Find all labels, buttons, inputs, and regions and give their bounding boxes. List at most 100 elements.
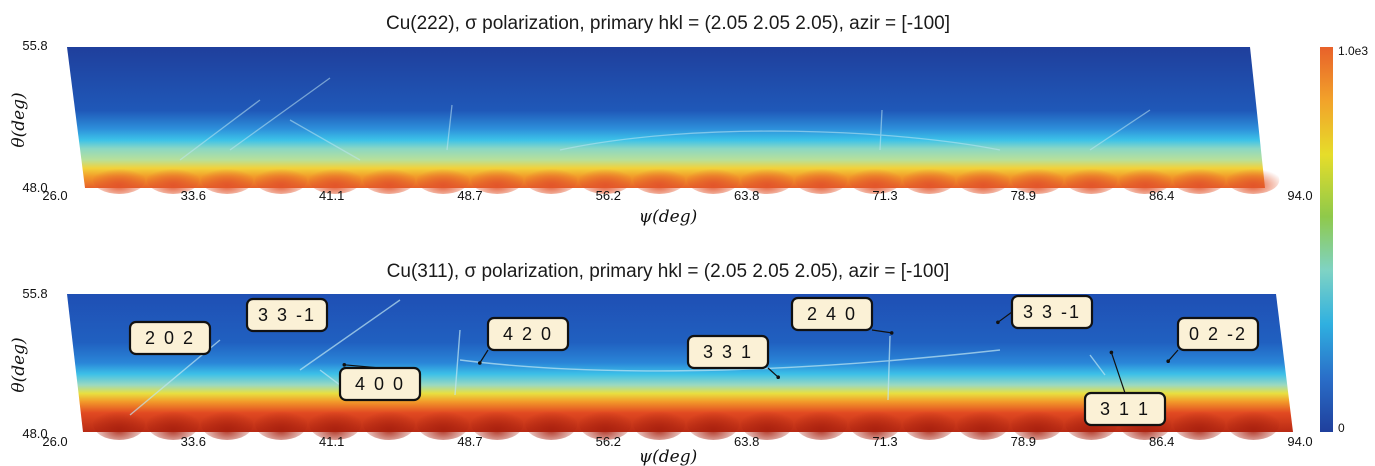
annotation-box [686, 334, 770, 370]
x-tick-label: 78.9 [1011, 188, 1036, 203]
x-tick-label: 71.3 [872, 188, 897, 203]
panel1-title: Cu(222), σ polarization, primary hkl = (… [386, 13, 950, 34]
x-tick-label: 33.6 [181, 188, 206, 203]
hotspot [633, 166, 686, 194]
panel1-ylabel: θ(deg) [9, 92, 29, 147]
colorbar-max-label: 1.0e3 [1338, 44, 1368, 58]
annotation-label: 3 3 -1 [258, 305, 316, 325]
x-tick-label: 56.2 [596, 188, 621, 203]
hotspot [687, 408, 740, 440]
hotspot [147, 408, 200, 440]
panel2-y-min: 48.0 [22, 426, 47, 441]
annotation-box [128, 320, 212, 356]
hotspot [417, 408, 470, 440]
panel2-streak [299, 299, 401, 371]
hotspot [201, 166, 254, 194]
hotspot [255, 408, 308, 440]
annotation-label: 0 2 -2 [1189, 324, 1247, 344]
hotspot [1011, 166, 1064, 194]
annotation-box [245, 297, 329, 333]
x-tick-label: 78.9 [1011, 434, 1036, 449]
x-tick-label: 41.1 [319, 188, 344, 203]
panel1-heatmap [67, 47, 1265, 188]
annotation-leader [1110, 352, 1126, 394]
panel1-streak [446, 104, 453, 151]
x-tick-label: 86.4 [1149, 434, 1174, 449]
hotspot [1119, 166, 1172, 194]
hotspot [471, 408, 524, 440]
x-tick-label: 26.0 [42, 188, 67, 203]
panel2-streak [887, 335, 891, 401]
annotation-leader [871, 329, 892, 334]
annotation-box [1083, 391, 1167, 427]
annotation-arrowhead [776, 375, 780, 380]
x-tick-label: 86.4 [1149, 188, 1174, 203]
annotation-label: 3 3 -1 [1023, 302, 1081, 322]
panel1-y-min: 48.0 [22, 180, 47, 195]
panel1-streak [1089, 109, 1151, 151]
hotspot [903, 408, 956, 440]
hotspot [417, 166, 470, 194]
panel1-y-max: 55.8 [22, 38, 47, 53]
annotation-arrowhead [889, 331, 894, 335]
hotspot [255, 166, 308, 194]
x-tick-label: 63.8 [734, 188, 759, 203]
x-tick-label: 48.7 [457, 188, 482, 203]
annotation-arrowhead [478, 361, 482, 365]
panel1-streaks [179, 77, 1151, 161]
panel2-xlabel: ψ(deg) [639, 447, 697, 466]
x-tick-label: 33.6 [181, 434, 206, 449]
panel1-x-ticks: 26.0 33.6 41.1 48.7 56.2 63.8 71.3 78.9 86.4 94.0 [42, 188, 1312, 203]
annotation-box [1010, 294, 1094, 330]
hotspot [849, 408, 902, 440]
panel2-y-max: 55.8 [22, 286, 47, 301]
hotspot [525, 408, 578, 440]
panel2-hotspots [93, 408, 1280, 440]
panel1-streak [559, 130, 1001, 151]
hotspot [1011, 408, 1064, 440]
panel2-streak [1089, 354, 1106, 376]
annotation-label: 2 4 0 [807, 304, 857, 324]
annotation-arrowhead [1109, 350, 1114, 355]
panel1-hotspots [93, 166, 1280, 194]
annotation-label: 4 2 0 [503, 324, 553, 344]
hotspot [741, 408, 794, 440]
panel2-streak [459, 349, 1001, 372]
colorbar-min-label: 0 [1338, 421, 1345, 435]
panel1-streak [229, 77, 331, 151]
x-tick-label: 63.8 [734, 434, 759, 449]
hotspot [93, 166, 146, 194]
annotation-label: 3 1 1 [1100, 399, 1150, 419]
hotspot [957, 408, 1010, 440]
hotspot [1173, 408, 1226, 440]
x-tick-label: 26.0 [42, 434, 67, 449]
hotspot [201, 408, 254, 440]
hotspot [471, 166, 524, 194]
annotation-box [486, 316, 570, 352]
annotation-box [790, 296, 874, 332]
annotation-leader [997, 311, 1013, 323]
panel1-streak [179, 99, 261, 161]
x-tick-label: 56.2 [596, 434, 621, 449]
hotspot [1227, 408, 1280, 440]
x-tick-label: 41.1 [319, 434, 344, 449]
hotspot [957, 166, 1010, 194]
panel2-annotations: 2 0 2 3 3 -1 4 0 0 4 2 0 3 3 1 2 4 0 3 3 -1 0 2… [128, 294, 1260, 427]
hotspot [903, 166, 956, 194]
colorbar [1320, 47, 1333, 432]
annotation-label: 4 0 0 [355, 374, 405, 394]
annotation-label: 2 0 2 [145, 328, 195, 348]
annotation-arrowhead [342, 363, 347, 367]
hotspot [1173, 166, 1226, 194]
panel2-ylabel: θ(deg) [9, 337, 29, 392]
annotation-leader [479, 349, 489, 364]
panel2-streak [454, 329, 461, 396]
hotspot [309, 408, 362, 440]
x-tick-label: 94.0 [1287, 188, 1312, 203]
hotspot [633, 408, 686, 440]
annotation-box [338, 366, 422, 402]
annotation-box [1176, 316, 1260, 352]
hotspot [795, 166, 848, 194]
